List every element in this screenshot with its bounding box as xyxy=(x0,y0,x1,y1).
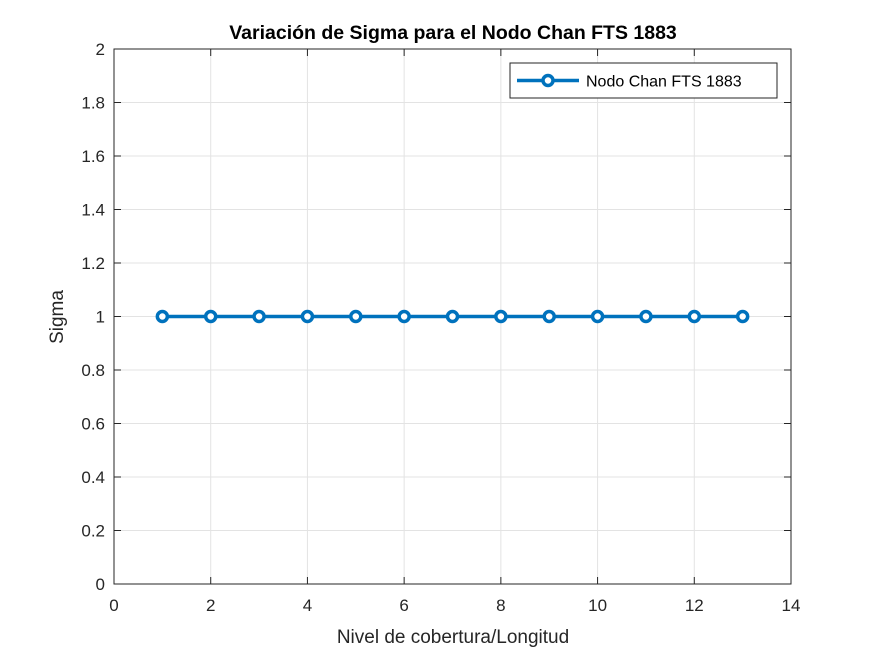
legend-marker-sample xyxy=(541,73,555,88)
data-point xyxy=(494,309,508,324)
series-layer xyxy=(155,309,750,324)
data-point xyxy=(590,309,605,324)
data-point xyxy=(542,309,556,324)
data-point xyxy=(155,309,170,324)
data-point xyxy=(203,309,218,324)
y-tick-label: 0.8 xyxy=(81,361,105,380)
x-tick-label: 12 xyxy=(685,596,704,615)
y-tick-label: 1.6 xyxy=(81,147,105,166)
x-tick-label: 2 xyxy=(206,596,215,615)
data-point xyxy=(639,309,653,324)
x-tick-label: 6 xyxy=(399,596,408,615)
data-point xyxy=(252,309,266,324)
x-tick-label: 14 xyxy=(782,596,801,615)
x-tick-label: 8 xyxy=(496,596,505,615)
y-tick-label: 1.8 xyxy=(81,94,105,113)
tick-labels: 0 2 4 6 8 10 12 14 0 0.2 0.4 0.6 0.8 1 1.2 1.4 1.6 1.8 2 xyxy=(81,40,800,615)
legend: Nodo Chan FTS 1883 xyxy=(509,62,778,99)
data-point xyxy=(300,309,315,324)
data-point xyxy=(349,309,363,324)
data-point xyxy=(735,309,750,324)
y-tick-label: 2 xyxy=(96,40,105,59)
y-tick-label: 0.6 xyxy=(81,415,105,434)
data-point xyxy=(445,309,460,324)
data-point xyxy=(687,309,702,324)
data-point xyxy=(397,309,411,324)
chart-title: Variación de Sigma para el Nodo Chan FTS… xyxy=(229,22,677,44)
y-tick-label: 1 xyxy=(96,308,105,327)
x-tick-label: 10 xyxy=(588,596,607,615)
x-axis-label: Nivel de cobertura/Longitud xyxy=(337,627,569,648)
y-tick-label: 0 xyxy=(96,575,105,594)
legend-entry-label: Nodo Chan FTS 1883 xyxy=(586,74,742,91)
y-tick-label: 1.4 xyxy=(81,201,105,220)
y-tick-label: 0.4 xyxy=(81,468,105,487)
x-tick-label: 0 xyxy=(109,596,118,615)
y-tick-label: 1.2 xyxy=(81,254,105,273)
axes xyxy=(113,48,792,585)
y-axis-label: Sigma xyxy=(47,290,68,344)
y-tick-label: 0.2 xyxy=(81,522,105,541)
x-tick-label: 4 xyxy=(303,596,312,615)
